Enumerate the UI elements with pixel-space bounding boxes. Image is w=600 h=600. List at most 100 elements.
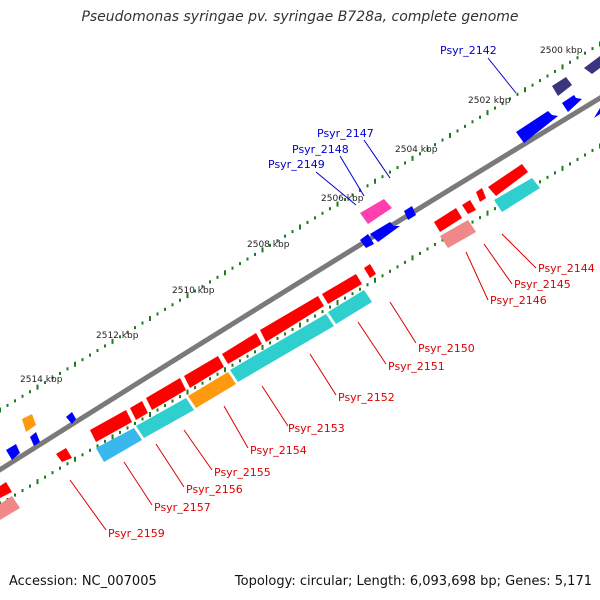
tick-mark	[14, 399, 16, 403]
gene-feature[interactable]	[66, 412, 76, 424]
gene-label[interactable]: Psyr_2148	[292, 143, 349, 156]
gene-feature[interactable]	[462, 200, 476, 214]
tick-mark	[21, 489, 24, 493]
tick-mark	[164, 404, 166, 408]
gene-feature[interactable]	[130, 401, 148, 420]
gene-feature[interactable]	[364, 264, 376, 278]
gene-label[interactable]: Psyr_2142	[440, 44, 497, 57]
tick-mark	[89, 448, 91, 452]
tick-mark	[351, 292, 354, 296]
tick-mark	[546, 175, 549, 179]
tick-mark	[486, 210, 489, 216]
gene-feature[interactable]	[584, 56, 600, 74]
tick-mark	[224, 270, 226, 276]
gene-feature[interactable]	[322, 274, 362, 304]
tick-mark	[321, 310, 324, 314]
gene-feature[interactable]	[90, 410, 132, 442]
tick-mark	[239, 262, 241, 266]
gene-feature[interactable]	[404, 206, 416, 220]
tick-mark	[51, 471, 54, 475]
tick-mark	[516, 92, 519, 96]
gene-feature[interactable]	[516, 111, 558, 143]
gene-label[interactable]: Psyr_2150	[418, 342, 475, 355]
gene-feature[interactable]	[260, 296, 324, 342]
gene-feature[interactable]	[146, 378, 186, 410]
tick-mark	[539, 180, 541, 184]
tick-mark	[156, 408, 159, 412]
tick-mark	[389, 170, 391, 174]
gene-feature[interactable]	[552, 77, 572, 96]
gene-feature[interactable]	[440, 220, 476, 248]
tick-mark	[359, 287, 361, 291]
gene-feature[interactable]	[476, 188, 486, 202]
gene-feature[interactable]	[0, 496, 20, 520]
gene-label[interactable]: Psyr_2146	[490, 294, 547, 307]
gene-feature[interactable]	[184, 356, 224, 388]
coordinate-label: 2510 kbp	[172, 286, 215, 296]
gene-label[interactable]: Psyr_2145	[514, 278, 571, 291]
gene-feature[interactable]	[360, 234, 374, 248]
genome-backbone	[0, 95, 600, 473]
gene-label[interactable]: Psyr_2152	[338, 391, 395, 404]
reverse-gene-labels: Psyr_2144 Psyr_2145 Psyr_2146 Psyr_2150 …	[108, 262, 595, 540]
coordinate-labels: 2500 kbp 2502 kbp 2504 kbp 2506 kbp 2508…	[20, 46, 583, 385]
tick-mark	[126, 330, 129, 334]
tick-mark	[74, 456, 76, 462]
gene-feature[interactable]	[328, 290, 372, 324]
tick-mark	[434, 242, 436, 246]
gene-feature[interactable]	[434, 208, 462, 232]
gene-feature[interactable]	[136, 398, 194, 438]
gene-label[interactable]: Psyr_2151	[388, 360, 445, 373]
gene-feature[interactable]	[494, 178, 540, 212]
reverse-strand-features	[0, 164, 540, 520]
tick-mark	[561, 165, 564, 171]
tick-mark	[569, 162, 571, 166]
tick-mark	[456, 129, 459, 133]
tick-mark	[411, 255, 414, 261]
gene-label[interactable]: Psyr_2144	[538, 262, 595, 275]
tick-mark	[81, 453, 84, 457]
gene-label[interactable]: Psyr_2156	[186, 483, 243, 496]
gene-feature[interactable]	[230, 314, 334, 382]
tick-mark	[269, 243, 271, 247]
gene-feature[interactable]	[96, 428, 142, 462]
tick-mark	[126, 426, 129, 430]
gene-feature[interactable]	[188, 372, 236, 408]
tick-mark	[66, 462, 69, 466]
tick-mark	[36, 479, 39, 485]
gene-label[interactable]: Psyr_2147	[317, 127, 374, 140]
topology-summary: Topology: circular; Length: 6,093,698 bp…	[234, 574, 592, 589]
gene-feature[interactable]	[562, 95, 582, 112]
gene-label[interactable]: Psyr_2154	[250, 444, 307, 457]
tick-mark	[546, 74, 549, 78]
gene-label[interactable]: Psyr_2153	[288, 422, 345, 435]
gene-feature[interactable]	[6, 444, 20, 460]
tick-mark	[59, 371, 61, 375]
tick-mark	[194, 289, 196, 293]
gene-feature[interactable]	[30, 432, 40, 446]
tick-mark	[486, 110, 489, 116]
gene-feature[interactable]	[594, 108, 600, 118]
gene-feature[interactable]	[360, 199, 392, 224]
gene-feature[interactable]	[22, 414, 36, 432]
outer-tick-track	[0, 41, 600, 413]
tick-mark	[366, 283, 369, 287]
gene-label[interactable]: Psyr_2149	[268, 158, 325, 171]
tick-mark	[396, 265, 399, 269]
tick-mark	[291, 230, 294, 234]
gene-label[interactable]: Psyr_2159	[108, 527, 165, 540]
tick-mark	[434, 143, 436, 147]
gene-feature[interactable]	[488, 164, 528, 196]
gene-feature[interactable]	[0, 482, 12, 498]
tick-mark	[351, 193, 354, 197]
tick-mark	[389, 269, 391, 273]
tick-mark	[29, 484, 31, 488]
gene-feature[interactable]	[56, 448, 72, 462]
tick-mark	[81, 358, 84, 362]
tick-mark	[104, 439, 106, 443]
gene-label[interactable]: Psyr_2155	[214, 466, 271, 479]
gene-label[interactable]: Psyr_2157	[154, 501, 211, 514]
tick-mark	[291, 327, 294, 331]
gene-feature[interactable]	[370, 222, 400, 242]
gene-feature[interactable]	[222, 333, 262, 364]
